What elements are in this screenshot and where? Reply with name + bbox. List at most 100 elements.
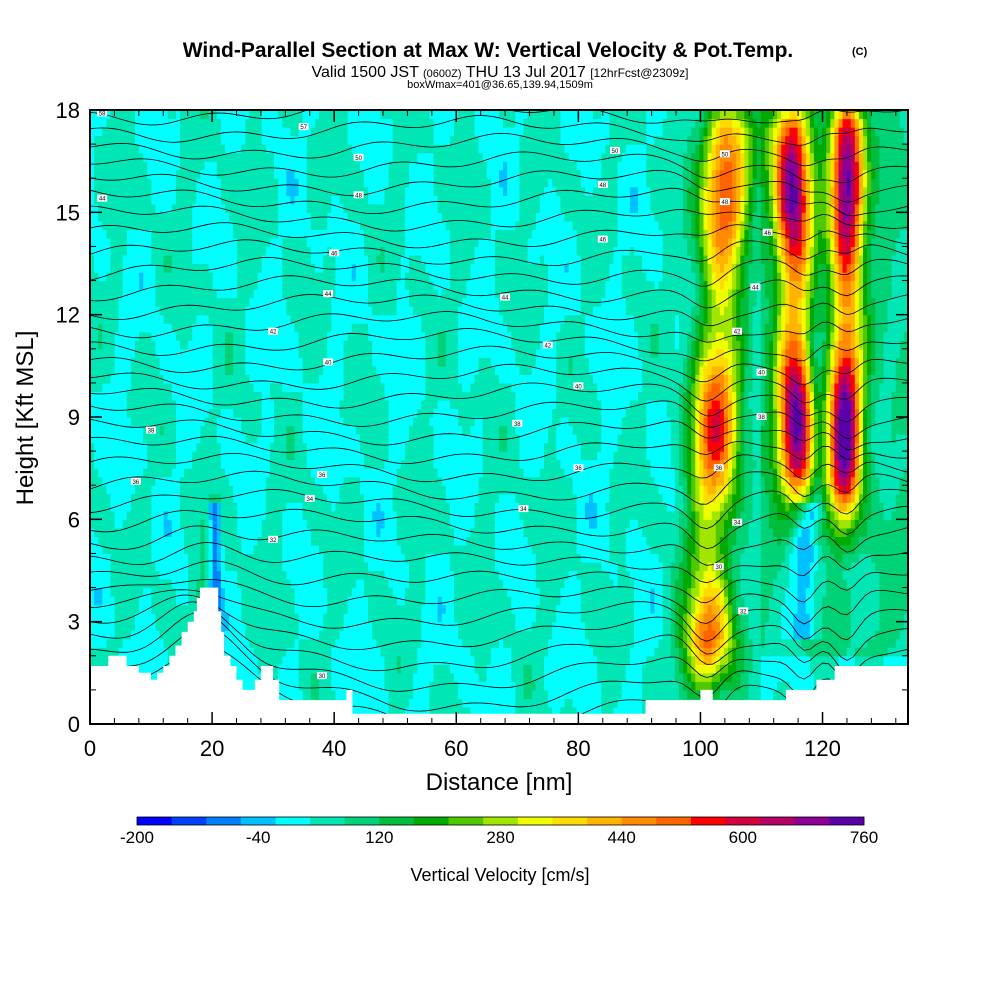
velocity-cell bbox=[151, 493, 157, 503]
velocity-cell bbox=[167, 527, 173, 537]
velocity-cell bbox=[314, 613, 320, 623]
velocity-cell bbox=[175, 553, 181, 563]
velocity-cell bbox=[216, 289, 222, 299]
velocity-cell bbox=[368, 195, 373, 205]
velocity-cell bbox=[139, 442, 144, 452]
velocity-cell bbox=[114, 254, 120, 265]
velocity-cell bbox=[196, 246, 202, 256]
velocity-cell bbox=[192, 468, 197, 478]
velocity-cell bbox=[314, 493, 320, 503]
velocity-cell bbox=[151, 638, 157, 648]
velocity-cell bbox=[241, 544, 247, 555]
velocity-cell bbox=[335, 621, 341, 631]
velocity-cell bbox=[208, 195, 214, 205]
velocity-cell bbox=[290, 451, 296, 461]
velocity-cell bbox=[134, 135, 140, 145]
velocity-cell bbox=[130, 399, 136, 410]
velocity-cell bbox=[184, 613, 189, 623]
velocity-cell bbox=[139, 186, 144, 196]
velocity-cell bbox=[257, 246, 263, 256]
velocity-cell bbox=[179, 493, 185, 503]
velocity-cell bbox=[155, 229, 161, 239]
velocity-cell bbox=[339, 272, 345, 282]
velocity-cell bbox=[359, 493, 365, 503]
velocity-cell bbox=[102, 468, 107, 478]
velocity-cell bbox=[278, 391, 283, 401]
velocity-cell bbox=[114, 468, 120, 478]
velocity-cell bbox=[220, 570, 226, 580]
velocity-cell bbox=[184, 229, 189, 239]
velocity-cell bbox=[282, 382, 287, 393]
velocity-cell bbox=[200, 570, 206, 580]
velocity-cell bbox=[220, 399, 226, 410]
velocity-cell bbox=[139, 527, 144, 537]
velocity-cell bbox=[286, 280, 292, 290]
velocity-cell bbox=[139, 297, 144, 307]
velocity-cell bbox=[368, 289, 373, 299]
velocity-cell bbox=[253, 468, 259, 478]
velocity-cell bbox=[286, 246, 292, 256]
velocity-cell bbox=[118, 485, 124, 495]
velocity-cell bbox=[261, 417, 267, 427]
velocity-cell bbox=[257, 425, 263, 435]
velocity-cell bbox=[159, 365, 165, 375]
velocity-cell bbox=[343, 280, 349, 290]
velocity-cell bbox=[122, 630, 128, 640]
velocity-cell bbox=[265, 459, 271, 469]
velocity-cell bbox=[278, 135, 283, 145]
velocity-cell bbox=[184, 110, 189, 120]
velocity-cell bbox=[106, 135, 112, 145]
forecast-info: [12hrFcst@2309z] bbox=[590, 66, 688, 80]
velocity-cell bbox=[359, 357, 365, 367]
velocity-cell bbox=[298, 638, 304, 648]
velocity-cell bbox=[134, 536, 140, 546]
velocity-cell bbox=[261, 374, 267, 384]
velocity-cell bbox=[290, 425, 296, 435]
velocity-cell bbox=[126, 434, 132, 444]
velocity-cell bbox=[171, 561, 177, 572]
velocity-cell bbox=[282, 425, 287, 435]
velocity-cell bbox=[323, 263, 328, 273]
velocity-cell bbox=[196, 195, 202, 205]
velocity-cell bbox=[130, 306, 136, 316]
velocity-cell bbox=[90, 604, 95, 614]
velocity-cell bbox=[98, 357, 103, 367]
velocity-cell bbox=[163, 391, 169, 401]
velocity-cell bbox=[319, 169, 324, 179]
velocity-cell bbox=[294, 280, 300, 290]
velocity-cell bbox=[151, 229, 157, 239]
velocity-cell bbox=[98, 306, 103, 316]
velocity-cell bbox=[265, 451, 271, 461]
velocity-cell bbox=[351, 553, 357, 563]
velocity-cell bbox=[261, 297, 267, 307]
velocity-cell bbox=[265, 135, 271, 145]
velocity-cell bbox=[290, 485, 296, 495]
velocity-cell bbox=[274, 212, 279, 222]
velocity-cell bbox=[233, 135, 238, 145]
velocity-cell bbox=[118, 289, 124, 299]
velocity-cell bbox=[233, 408, 238, 418]
velocity-cell bbox=[351, 323, 357, 333]
velocity-cell bbox=[229, 246, 234, 256]
velocity-cell bbox=[167, 340, 173, 350]
velocity-cell bbox=[171, 127, 177, 137]
velocity-cell bbox=[94, 280, 99, 290]
velocity-cell bbox=[171, 425, 177, 435]
velocity-cell bbox=[237, 135, 242, 145]
velocity-cell bbox=[200, 263, 206, 273]
velocity-cell bbox=[319, 374, 324, 384]
velocity-cell bbox=[274, 365, 279, 375]
velocity-cell bbox=[126, 195, 132, 205]
velocity-cell bbox=[102, 519, 107, 529]
velocity-cell bbox=[188, 229, 193, 239]
velocity-cell bbox=[220, 434, 226, 444]
velocity-cell bbox=[331, 459, 336, 469]
velocity-cell bbox=[94, 297, 99, 307]
velocity-cell bbox=[229, 169, 234, 179]
velocity-cell bbox=[229, 587, 234, 597]
velocity-cell bbox=[147, 220, 152, 230]
velocity-cell bbox=[249, 638, 255, 648]
velocity-cell bbox=[204, 306, 210, 316]
velocity-cell bbox=[229, 195, 234, 205]
velocity-cell bbox=[241, 468, 247, 478]
